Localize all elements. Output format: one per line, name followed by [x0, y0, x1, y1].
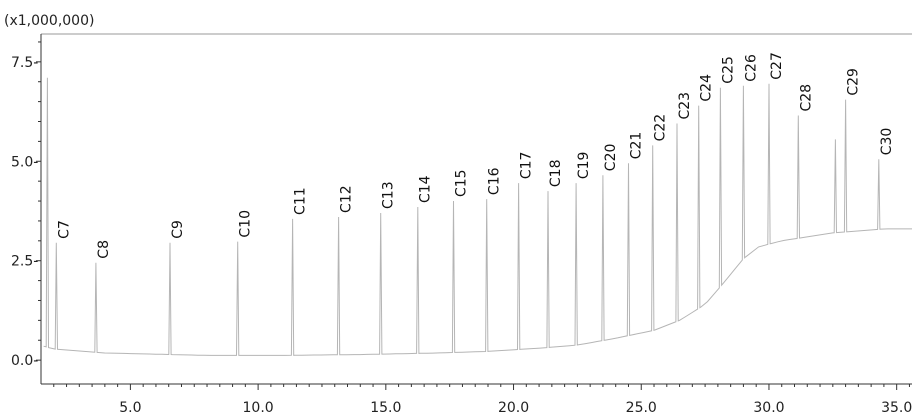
peak-label-c28: C28	[798, 84, 814, 112]
peak-label-c19: C19	[576, 152, 592, 180]
x-tick-label: 35.0	[881, 400, 912, 414]
peak-label-c21: C21	[628, 132, 644, 160]
peak-label-c10: C10	[238, 210, 254, 238]
peak-label-c22: C22	[653, 114, 669, 142]
axis-ticks: 5.0 10.0 15.0 20.0 25.0 30.0 35.0 0.0- 2.5- 5.0- 7…	[11, 42, 912, 414]
peak-label-c12: C12	[339, 185, 355, 213]
peak-label-c11: C11	[293, 187, 309, 215]
peak-label-c23: C23	[677, 92, 693, 120]
peak-label-c15: C15	[454, 169, 470, 197]
peak-label-c18: C18	[548, 160, 564, 188]
peak-label-c9: C9	[170, 220, 186, 239]
peak-label-c25: C25	[720, 56, 736, 84]
y-tick-label: 0.0-	[11, 353, 38, 369]
axes	[41, 34, 912, 384]
chromatogram-line	[44, 78, 912, 356]
peak-label-c14: C14	[418, 175, 434, 203]
peak-label-c24: C24	[699, 74, 715, 102]
peak-label-c13: C13	[381, 181, 397, 209]
peak-label-c16: C16	[487, 167, 503, 195]
peak-label-c26: C26	[743, 54, 759, 82]
peak-label-c8: C8	[96, 240, 112, 259]
x-tick-label: 20.0	[498, 400, 529, 414]
peak-label-c20: C20	[603, 144, 619, 172]
peak-label-c27: C27	[769, 52, 785, 80]
peak-label-c17: C17	[519, 152, 535, 180]
x-tick-label: 25.0	[626, 400, 657, 414]
y-tick-label: 5.0-	[11, 154, 38, 170]
peak-label-c30: C30	[879, 128, 895, 156]
y-tick-label: 7.5-	[11, 55, 38, 71]
x-tick-label: 15.0	[370, 400, 401, 414]
peak-label-c29: C29	[846, 68, 862, 96]
x-tick-label: 10.0	[243, 400, 274, 414]
chromatogram-trace	[44, 78, 912, 356]
peak-label-c7: C7	[56, 220, 72, 239]
x-tick-label: 30.0	[753, 400, 784, 414]
x-tick-label: 5.0	[119, 400, 141, 414]
y-tick-label: 2.5-	[11, 254, 38, 270]
